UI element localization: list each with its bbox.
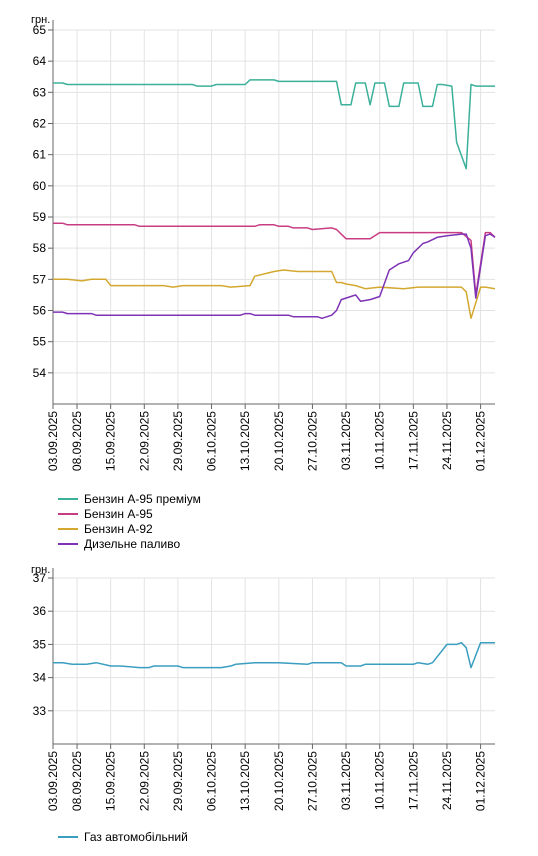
fuel-y-tick-label: 59 <box>33 210 47 224</box>
fuel-x-tick-label: 08.09.2025 <box>70 411 84 471</box>
legend-swatch <box>58 527 78 530</box>
legend-label: Бензин А-92 <box>84 521 153 536</box>
legend-fuel: Бензин А-95 преміум Бензин А-95 Бензин А-9… <box>58 491 201 551</box>
fuel-y-tick-label: 56 <box>33 304 47 318</box>
legend-swatch <box>58 835 78 838</box>
legend-swatch <box>58 512 78 515</box>
fuel-y-tick-label: 62 <box>33 117 47 131</box>
gas-y-tick-label: 33 <box>33 704 47 718</box>
gas-x-tick-label: 24.11.2025 <box>440 751 454 810</box>
gas-x-tick-label: 29.09.2025 <box>171 751 185 811</box>
legend-item[interactable]: Газ автомобільний <box>58 829 188 844</box>
fuel-y-tick-label: 61 <box>33 148 47 162</box>
fuel-unit-label: грн. <box>31 14 50 26</box>
legend-item[interactable]: Бензин А-95 преміум <box>58 491 201 506</box>
legend-item[interactable]: Бензин А-92 <box>58 521 201 536</box>
fuel-x-tick-label: 13.10.2025 <box>238 411 252 471</box>
gas-x-tick-label: 08.09.2025 <box>70 751 84 811</box>
gas-x-tick-label: 17.11.2025 <box>406 751 420 810</box>
fuel-y-tick-label: 64 <box>33 54 47 68</box>
gas-y-tick-label: 36 <box>33 604 47 618</box>
gas-series-line-0 <box>53 641 495 669</box>
fuel-x-tick-label: 17.11.2025 <box>406 411 420 470</box>
legend-label: Дизельне паливо <box>84 536 181 551</box>
legend-label: Бензин А-95 <box>84 506 153 521</box>
fuel-series-line-2 <box>53 269 496 320</box>
gas-x-tick-label: 03.09.2025 <box>46 751 60 811</box>
gas-x-tick-label: 27.10.2025 <box>305 751 319 811</box>
fuel-x-tick-label: 22.09.2025 <box>137 411 151 471</box>
fuel-y-tick-label: 57 <box>33 272 47 286</box>
fuel-y-tick-label: 54 <box>33 366 47 380</box>
fuel-series-line-0 <box>53 79 495 170</box>
fuel-series-line-3 <box>53 233 496 320</box>
fuel-x-tick-label: 03.09.2025 <box>46 411 60 471</box>
gas-x-tick-label: 01.12.2025 <box>474 751 488 811</box>
legend-swatch <box>58 497 78 500</box>
fuel-y-tick-label: 65 <box>33 23 47 37</box>
legend-swatch <box>58 542 78 545</box>
gas-unit-label: грн. <box>31 564 50 576</box>
fuel-x-tick-label: 20.10.2025 <box>272 411 286 471</box>
gas-x-tick-label: 06.10.2025 <box>205 751 219 811</box>
legend-label: Бензин А-95 преміум <box>84 491 201 506</box>
fuel-y-tick-label: 63 <box>33 85 47 99</box>
fuel-x-tick-label: 10.11.2025 <box>373 411 387 470</box>
gas-x-tick-label: 10.11.2025 <box>373 751 387 810</box>
fuel-x-tick-label: 06.10.2025 <box>205 411 219 471</box>
legend-item[interactable]: Бензин А-95 <box>58 506 201 521</box>
gas-x-tick-label: 03.11.2025 <box>339 751 353 810</box>
fuel-y-tick-label: 55 <box>33 335 47 349</box>
legend-gas: Газ автомобільний <box>58 829 188 844</box>
legend-item[interactable]: Дизельне паливо <box>58 536 201 551</box>
fuel-x-tick-label: 01.12.2025 <box>474 411 488 471</box>
gas-y-tick-label: 34 <box>33 671 47 685</box>
fuel-chart: грн. 54 55 56 57 58 59 60 61 62 63 64 65 03.09.2025 08… <box>31 14 496 471</box>
fuel-y-tick-label: 58 <box>33 241 47 255</box>
fuel-y-tick-label: 60 <box>33 179 47 193</box>
fuel-x-tick-label: 24.11.2025 <box>440 411 454 470</box>
fuel-x-tick-label: 15.09.2025 <box>104 411 118 471</box>
gas-x-tick-label: 22.09.2025 <box>137 751 151 811</box>
gas-x-tick-label: 20.10.2025 <box>272 751 286 811</box>
gas-x-tick-label: 13.10.2025 <box>238 751 252 811</box>
fuel-x-tick-label: 27.10.2025 <box>305 411 319 471</box>
legend-label: Газ автомобільний <box>84 829 188 844</box>
gas-chart: грн. 33 34 35 36 37 03.09.2025 08.09.2025 15.09.… <box>31 564 495 811</box>
fuel-series-line-1 <box>53 222 496 296</box>
gas-y-tick-label: 37 <box>33 571 47 585</box>
gas-y-tick-label: 35 <box>33 637 47 651</box>
fuel-x-tick-label: 03.11.2025 <box>339 411 353 470</box>
gas-x-tick-label: 15.09.2025 <box>104 751 118 811</box>
fuel-x-tick-label: 29.09.2025 <box>171 411 185 471</box>
